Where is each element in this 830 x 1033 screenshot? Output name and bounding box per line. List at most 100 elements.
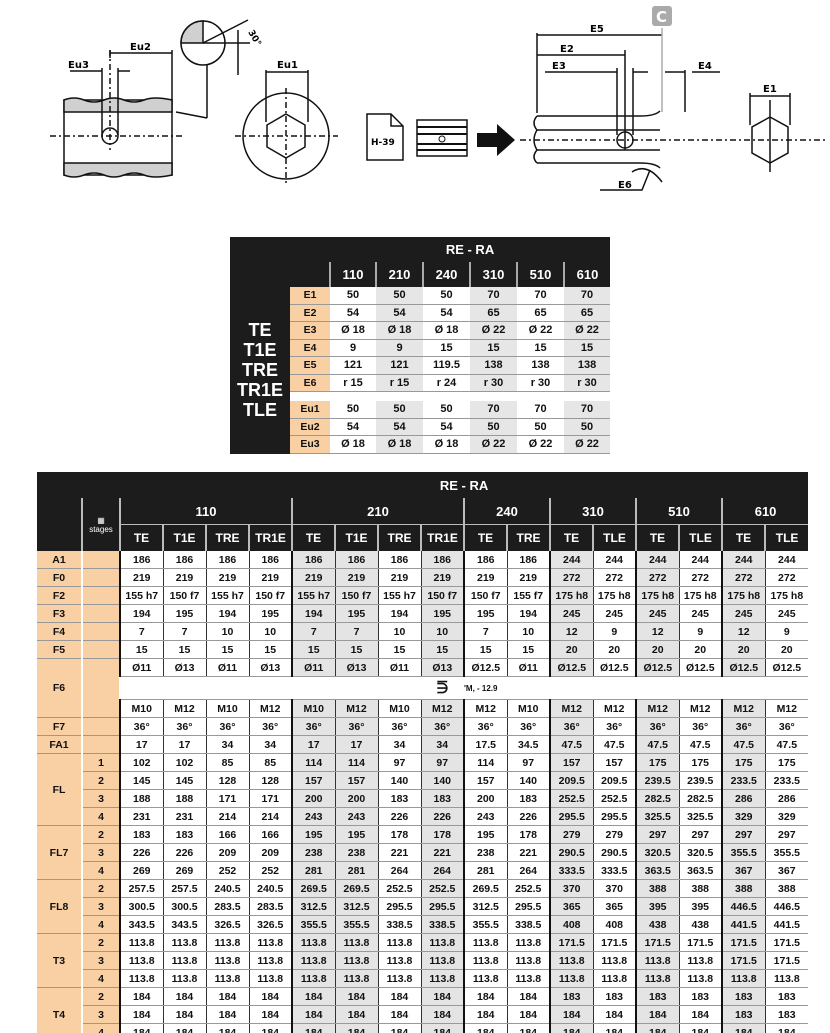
cell: 54: [376, 304, 423, 322]
cell: 320.5: [635, 843, 679, 862]
cell: 15: [470, 339, 517, 357]
torque-note: 'M, - 12.9: [464, 676, 809, 700]
cell: 219: [420, 568, 464, 587]
cell: 195: [334, 604, 378, 623]
cell: Ø12.5: [592, 658, 636, 677]
cell: 54: [330, 418, 376, 436]
cell: 186: [506, 551, 550, 569]
cell: 113.8: [463, 951, 507, 970]
stage-cell: [81, 586, 120, 605]
cell: 50: [330, 287, 376, 305]
cell: 113.8: [463, 933, 507, 952]
cell: 183: [592, 987, 636, 1006]
cell: 441.5: [764, 915, 809, 934]
e3-label: E3: [552, 61, 566, 72]
cell: Ø11: [377, 658, 421, 677]
table-row: FL 1 102 102 85 85 114 114 97 97 114 97 157 157 175 175…: [37, 753, 809, 826]
cell: 343.5: [119, 915, 163, 934]
cell: 245: [721, 604, 765, 623]
cell: 219: [291, 568, 335, 587]
cell: 279: [549, 825, 593, 844]
cell: M12: [162, 699, 206, 718]
model-header: TLE: [592, 524, 636, 551]
cell: 338.5: [420, 915, 464, 934]
cell: r 30: [517, 374, 564, 392]
cell: 113.8: [420, 951, 464, 970]
cell: 355.5: [463, 915, 507, 934]
cell: 320.5: [678, 843, 722, 862]
table-row: T3 2 113.8 113.8 113.8 113.8 113.8 113.8 113.8 11…: [37, 933, 809, 988]
cell: 113.8: [377, 951, 421, 970]
cell: M12: [764, 699, 809, 718]
cell: 338.5: [377, 915, 421, 934]
cell: 20: [678, 640, 722, 659]
cell: 226: [377, 807, 421, 826]
cell: 183: [678, 987, 722, 1006]
model-name: T1E: [243, 340, 277, 360]
cell: 36°: [463, 717, 507, 736]
cell: M12: [678, 699, 722, 718]
file-icon: H-39: [366, 113, 404, 161]
cell: Ø12.5: [463, 658, 507, 677]
cell: 34: [420, 735, 464, 754]
cell: 121: [330, 356, 376, 375]
stage-cell: [81, 658, 120, 718]
cell: 36°: [162, 717, 206, 736]
cell: M12: [334, 699, 378, 718]
cell: Ø 22: [564, 435, 611, 454]
cell: 113.8: [506, 951, 550, 970]
cell: 272: [635, 568, 679, 587]
cell: 238: [291, 843, 335, 862]
cell: 15: [205, 640, 249, 659]
row-label: A1: [37, 551, 82, 569]
cell: 194: [119, 604, 163, 623]
cell: 184: [678, 1005, 722, 1024]
cell: 171.5: [721, 933, 765, 952]
cell: 171.5: [678, 933, 722, 952]
cell: 175 h8: [549, 586, 593, 605]
cell: 166: [205, 825, 249, 844]
size-header: 610: [562, 262, 611, 287]
stage-cell: 3: [81, 1005, 120, 1024]
cell: 47.5: [721, 735, 765, 754]
cell: 325.5: [635, 807, 679, 826]
size-group-header: 510: [635, 498, 722, 525]
cell: 70: [517, 401, 564, 419]
cell: 36°: [721, 717, 765, 736]
row-label: F3: [37, 604, 82, 623]
cell: 231: [162, 807, 206, 826]
cell: 395: [678, 897, 722, 916]
cell: 367: [764, 861, 809, 880]
cell: 388: [764, 879, 809, 898]
cell: 363.5: [635, 861, 679, 880]
cell: Ø 22: [564, 321, 611, 340]
cell: 272: [764, 568, 809, 587]
cell: 171.5: [592, 933, 636, 952]
cell: 252.5: [420, 879, 464, 898]
table-row: TE T1E TRE TR1E TLE E1 50 50 50 70 70 70: [230, 287, 611, 420]
cell: 283.5: [205, 897, 249, 916]
cell: 171.5: [721, 951, 765, 970]
table-row: E5 121 121 119.5 138 138 138: [230, 356, 611, 375]
cell: 194: [377, 604, 421, 623]
corner: [290, 262, 330, 287]
cell: 34: [205, 735, 249, 754]
cell: Ø12.5: [635, 658, 679, 677]
stage-cell: 3: [81, 843, 120, 862]
cell: 65: [470, 304, 517, 322]
gap-row: [230, 391, 611, 401]
cell: r 15: [330, 374, 376, 392]
cell: 388: [721, 879, 765, 898]
cell: Ø 18: [376, 321, 423, 340]
cell: r 30: [470, 374, 517, 392]
cell: 113.8: [549, 951, 593, 970]
cell: 138: [564, 356, 611, 375]
cell: 184: [334, 1005, 378, 1024]
title-row: RE - RA: [37, 472, 809, 498]
cell: 113.8: [334, 951, 378, 970]
cell: 155 h7: [377, 586, 421, 605]
cell: 15: [291, 640, 335, 659]
table-row: 4 113.8 113.8 113.8 113.8 113.8 113.8 113.8 113.…: [37, 969, 809, 988]
cell: 113.8: [119, 951, 163, 970]
cell: 178: [506, 825, 550, 844]
